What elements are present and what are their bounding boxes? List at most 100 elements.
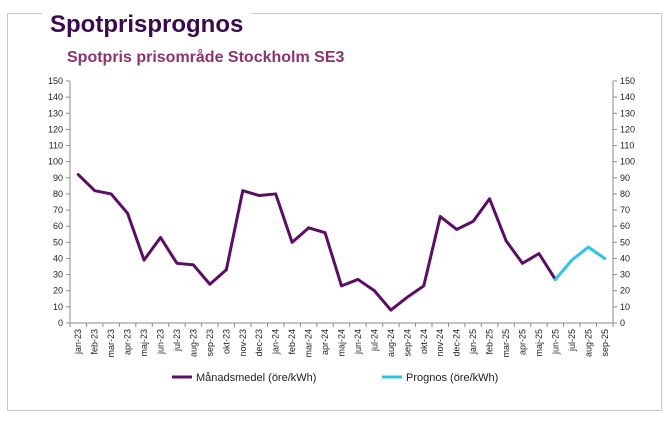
y-tick-label-right: 60 [620, 221, 630, 231]
data-point [422, 284, 425, 288]
y-tick-label-right: 80 [620, 189, 630, 199]
y-tick-label-left: 20 [53, 286, 63, 296]
y-tick-label-right: 0 [620, 318, 625, 328]
data-point [208, 283, 212, 286]
data-point [455, 228, 458, 231]
x-tick-label: jan-23 [73, 329, 83, 355]
x-tick-label: jun-24 [353, 329, 363, 355]
x-tick-label: jul-23 [172, 329, 182, 352]
data-point [504, 239, 508, 242]
chart-frame: Spotprisprognos [7, 10, 662, 411]
x-tick-label: mar-23 [106, 329, 116, 358]
y-tick-label-left: 140 [48, 92, 63, 102]
x-tick-label: jun-23 [156, 329, 166, 355]
y-tick-label-left: 40 [53, 253, 63, 263]
y-tick-label-left: 0 [58, 318, 63, 328]
y-tick-label-right: 130 [620, 108, 635, 118]
data-point [587, 245, 590, 249]
x-tick-label: feb-23 [90, 329, 100, 355]
x-tick-label: apr-24 [320, 329, 330, 355]
x-tick-label: sep-23 [205, 329, 215, 357]
x-tick-label: dec-23 [254, 329, 264, 357]
data-point [274, 192, 277, 196]
x-tick-label: okt-24 [419, 329, 429, 354]
x-tick-label: jun-25 [550, 329, 560, 355]
y-tick-label-left: 60 [53, 221, 63, 231]
chart-title: Spotpris prisområde Stockholm SE3 [67, 49, 345, 66]
data-point [109, 192, 113, 196]
x-tick-label: apr-23 [123, 329, 133, 355]
data-point [570, 258, 574, 262]
x-tick-label: dec-24 [452, 329, 462, 357]
data-point [126, 212, 129, 215]
x-tick-label: feb-24 [287, 329, 297, 355]
y-tick-label-right: 20 [620, 286, 630, 296]
y-tick-label-left: 130 [48, 108, 63, 118]
x-tick-label: mar-24 [304, 329, 314, 358]
y-tick-label-left: 110 [49, 141, 63, 151]
x-tick-label: feb-25 [485, 329, 495, 355]
x-tick-label: maj-23 [139, 329, 149, 357]
data-point [175, 262, 179, 265]
data-point [323, 231, 327, 234]
x-tick-label: maj-25 [534, 329, 544, 357]
y-tick-label-left: 90 [53, 173, 63, 183]
y-tick-label-left: 100 [48, 157, 63, 167]
x-tick-label: maj-24 [337, 329, 347, 357]
y-tick-label-right: 40 [620, 253, 630, 263]
y-tick-label-right: 70 [620, 205, 630, 215]
data-point [192, 263, 195, 267]
x-tick-label: jul-25 [567, 329, 577, 352]
y-tick-label-left: 30 [53, 270, 63, 280]
data-point [258, 194, 261, 197]
x-tick-label: okt-23 [221, 329, 231, 354]
y-tick-label-right: 150 [620, 76, 635, 86]
data-point [406, 295, 409, 299]
y-tick-label-left: 150 [48, 76, 63, 86]
y-tick-label-left: 120 [48, 124, 63, 134]
data-point [340, 284, 343, 288]
data-point [307, 226, 310, 230]
x-tick-label: nov-23 [238, 329, 248, 357]
y-tick-label-right: 110 [620, 141, 634, 151]
data-point [373, 289, 376, 292]
x-tick-label: jan-25 [468, 329, 478, 355]
data-point [77, 173, 80, 176]
data-point [356, 278, 360, 281]
x-tick-label: aug-24 [386, 329, 396, 357]
y-tick-label-right: 50 [620, 237, 630, 247]
legend-label: Månadsmedel (öre/kWh) [196, 372, 316, 384]
data-point [554, 278, 557, 281]
y-tick-label-left: 50 [53, 237, 63, 247]
x-tick-label: aug-25 [583, 329, 593, 357]
data-point [389, 308, 393, 312]
y-tick-label-left: 80 [53, 189, 63, 199]
data-point [537, 252, 541, 255]
data-point [521, 262, 524, 265]
y-tick-label-left: 70 [53, 205, 63, 215]
y-tick-label-right: 120 [620, 124, 635, 134]
data-point [439, 215, 442, 218]
y-tick-label-right: 140 [620, 92, 635, 102]
y-tick-label-left: 10 [53, 302, 63, 312]
data-point [471, 220, 475, 223]
series-line-1 [553, 245, 607, 281]
y-tick-label-right: 10 [620, 302, 630, 312]
data-point [93, 189, 96, 192]
y-tick-label-right: 90 [620, 173, 630, 183]
series-line-0 [76, 173, 557, 312]
data-point [225, 268, 228, 271]
data-point [488, 197, 491, 200]
x-tick-label: sep-25 [600, 329, 610, 357]
data-point [603, 257, 606, 260]
section-heading: Spotprisprognos [42, 10, 252, 40]
x-tick-label: apr-25 [518, 329, 528, 355]
legend-label: Prognos (öre/kWh) [406, 372, 498, 384]
x-tick-label: jul-24 [369, 329, 379, 352]
x-tick-label: aug-23 [188, 329, 198, 357]
x-tick-label: jan-24 [271, 329, 281, 355]
y-tick-label-right: 30 [620, 270, 630, 280]
x-tick-label: mar-25 [501, 329, 511, 358]
x-tick-label: nov-24 [435, 329, 445, 357]
